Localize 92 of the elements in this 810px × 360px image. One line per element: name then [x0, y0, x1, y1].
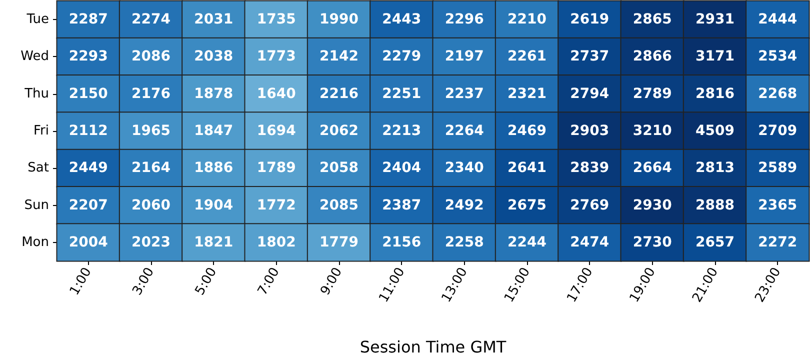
data-label: 2931: [696, 12, 734, 28]
data-label: 2404: [382, 160, 422, 176]
data-label: 2709: [758, 123, 798, 139]
data-label: 2258: [444, 234, 484, 250]
data-label: 1779: [320, 234, 358, 250]
y-tick-label: Sat: [28, 160, 49, 176]
data-label: 2058: [320, 160, 358, 176]
data-label: 2150: [68, 86, 108, 102]
data-label: 1772: [256, 197, 296, 214]
data-label: 1904: [194, 197, 234, 214]
data-label: 2340: [444, 160, 484, 176]
data-label: 1773: [256, 48, 296, 65]
data-label: 2469: [508, 123, 546, 139]
data-label: 4509: [696, 123, 734, 139]
data-label: 2156: [382, 234, 422, 250]
data-label: 2197: [444, 48, 484, 65]
data-label: 1821: [194, 234, 234, 250]
data-label: 2794: [570, 86, 610, 102]
data-label: 2268: [758, 86, 798, 102]
y-tick-label: Thu: [24, 86, 49, 102]
data-label: 2261: [508, 48, 546, 65]
data-label: 2023: [132, 234, 170, 250]
data-label: 1965: [132, 123, 170, 139]
data-label: 1789: [256, 160, 296, 176]
data-label: 2321: [508, 86, 546, 102]
y-tick-label: Tue: [26, 12, 49, 28]
data-label: 3171: [696, 48, 734, 65]
data-label: 2443: [382, 12, 422, 28]
data-label: 2176: [132, 86, 170, 102]
data-label: 1735: [256, 12, 296, 28]
data-label: 2365: [758, 197, 798, 214]
data-label: 2237: [444, 86, 484, 102]
data-label: 1694: [256, 123, 296, 139]
data-label: 2251: [382, 86, 422, 102]
data-label: 2449: [68, 160, 108, 176]
data-label: 2675: [508, 197, 546, 214]
data-label: 2112: [68, 123, 108, 139]
data-label: 2730: [632, 234, 672, 250]
data-label: 2737: [570, 48, 610, 65]
data-label: 2641: [508, 160, 546, 176]
data-label: 1640: [256, 86, 296, 102]
y-tick-label: Fri: [34, 124, 49, 138]
data-label: 2085: [320, 197, 358, 214]
data-label: 2062: [320, 123, 358, 139]
data-label: 2839: [570, 160, 610, 176]
data-label: 2086: [132, 48, 170, 65]
data-label: 2492: [444, 197, 484, 214]
data-label: 2930: [632, 197, 672, 214]
y-tick-label: Wed: [20, 49, 49, 64]
data-label: 1802: [256, 234, 296, 250]
data-label: 2038: [194, 48, 234, 65]
y-tick-label: Sun: [24, 198, 49, 213]
data-label: 2272: [758, 234, 798, 250]
data-label: 2444: [758, 12, 798, 28]
data-label: 2387: [382, 197, 422, 214]
data-label: 2816: [696, 86, 734, 102]
data-label: 2213: [382, 123, 422, 139]
data-label: 2164: [132, 160, 171, 176]
data-label: 2004: [68, 234, 108, 250]
data-label: 2210: [508, 12, 547, 28]
data-label: 2031: [194, 12, 234, 28]
data-label: 2474: [570, 234, 610, 250]
data-label: 2060: [132, 197, 171, 214]
data-label: 2264: [444, 123, 484, 139]
data-label: 2888: [696, 197, 734, 214]
data-label: 2865: [632, 12, 672, 28]
data-label: 2534: [758, 48, 798, 65]
data-label: 2657: [696, 234, 734, 250]
data-label: 3210: [632, 123, 672, 139]
data-label: 2789: [632, 86, 672, 102]
data-label: 2142: [320, 48, 358, 65]
data-label: 2589: [758, 160, 798, 176]
data-label: 2619: [570, 12, 610, 28]
data-label: 2664: [632, 160, 672, 176]
data-label: 1990: [320, 12, 359, 28]
data-label: 2293: [68, 48, 108, 65]
data-label: 2813: [696, 160, 734, 176]
x-axis-title: Session Time GMT: [360, 338, 506, 356]
data-label: 2279: [382, 48, 422, 65]
data-label: 2244: [508, 234, 547, 250]
data-label: 2769: [570, 197, 610, 214]
data-label: 2903: [570, 123, 610, 139]
data-label: 1847: [194, 123, 234, 139]
data-label: 1886: [194, 160, 234, 176]
data-label: 2296: [444, 12, 484, 28]
data-label: 1878: [194, 86, 234, 102]
data-label: 2216: [320, 86, 358, 102]
data-label: 2274: [132, 12, 171, 28]
data-label: 2287: [68, 12, 108, 28]
data-label: 2866: [632, 48, 672, 65]
data-label: 2207: [68, 197, 108, 214]
y-tick-label: Mon: [22, 234, 49, 250]
